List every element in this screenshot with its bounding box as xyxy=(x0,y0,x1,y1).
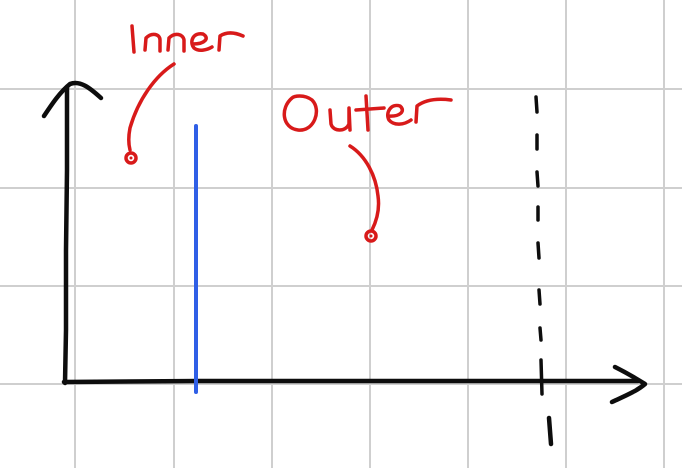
y-axis-arrowhead xyxy=(41,80,104,119)
y-axis xyxy=(62,85,70,386)
inner-point-marker xyxy=(124,151,138,165)
outer-pointer-line xyxy=(348,144,381,232)
outer-label xyxy=(282,94,453,132)
outer-point-center xyxy=(369,234,373,238)
dash-segment xyxy=(538,326,543,342)
tick-mark-one xyxy=(546,415,554,447)
x-axis-arrowhead xyxy=(609,364,648,405)
dash-segment xyxy=(535,170,540,188)
inner-label xyxy=(130,24,245,54)
inner-pointer-line xyxy=(127,62,176,152)
dash-segment xyxy=(539,358,544,396)
dash-segment xyxy=(537,288,542,306)
outer-boundary-dashed-line xyxy=(534,95,544,396)
outer-point-marker xyxy=(364,229,378,243)
x-axis xyxy=(61,378,641,385)
dash-segment xyxy=(534,95,539,114)
dash-segment xyxy=(536,241,541,260)
inner-point-center xyxy=(129,156,133,160)
